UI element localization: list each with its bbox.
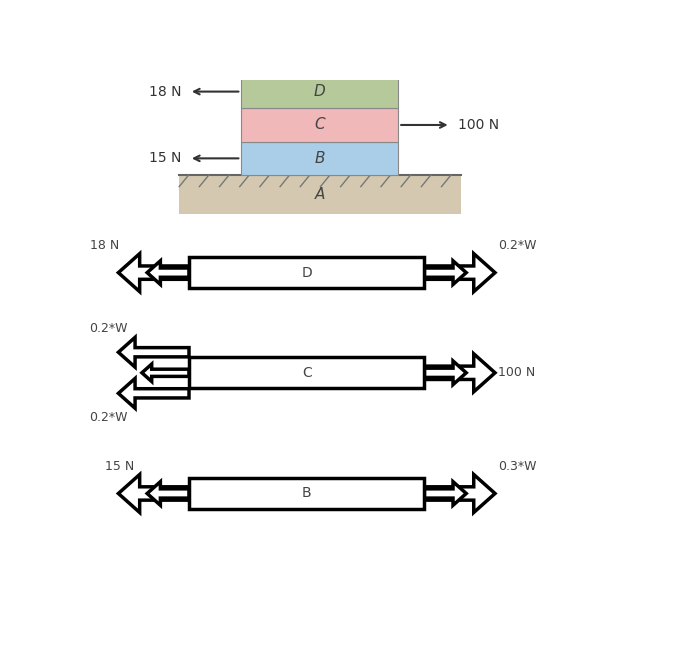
Bar bbox=[242, 108, 398, 141]
Polygon shape bbox=[118, 378, 189, 408]
Polygon shape bbox=[118, 253, 189, 291]
Polygon shape bbox=[425, 361, 466, 385]
Text: 18 N: 18 N bbox=[148, 85, 181, 99]
Text: A: A bbox=[315, 187, 325, 202]
Text: B: B bbox=[302, 486, 312, 500]
Text: 15 N: 15 N bbox=[105, 460, 134, 473]
Polygon shape bbox=[142, 364, 189, 382]
Text: 100 N: 100 N bbox=[458, 118, 500, 132]
Bar bbox=[189, 358, 425, 388]
Text: 0.2*W: 0.2*W bbox=[90, 411, 128, 424]
Bar bbox=[242, 75, 398, 108]
Bar bbox=[242, 141, 398, 175]
Polygon shape bbox=[147, 261, 189, 284]
Text: 15 N: 15 N bbox=[148, 151, 181, 165]
Text: B: B bbox=[315, 151, 325, 166]
Polygon shape bbox=[425, 261, 466, 284]
Polygon shape bbox=[425, 354, 495, 392]
Polygon shape bbox=[118, 338, 189, 367]
Bar bbox=[189, 478, 425, 509]
Bar bbox=[178, 175, 461, 188]
Bar bbox=[189, 257, 425, 288]
Text: D: D bbox=[314, 84, 325, 99]
Polygon shape bbox=[118, 474, 189, 512]
Text: 18 N: 18 N bbox=[90, 239, 119, 252]
Text: C: C bbox=[315, 117, 325, 133]
Text: 0.3*W: 0.3*W bbox=[497, 460, 536, 473]
Bar bbox=[178, 181, 461, 213]
Text: 0.2*W: 0.2*W bbox=[90, 321, 128, 335]
Polygon shape bbox=[147, 482, 189, 506]
Polygon shape bbox=[425, 474, 495, 512]
Text: 0.2*W: 0.2*W bbox=[497, 239, 536, 252]
Text: D: D bbox=[301, 265, 312, 279]
Polygon shape bbox=[425, 253, 495, 291]
Text: 100 N: 100 N bbox=[497, 366, 535, 380]
Polygon shape bbox=[425, 482, 466, 506]
Text: C: C bbox=[302, 366, 312, 380]
